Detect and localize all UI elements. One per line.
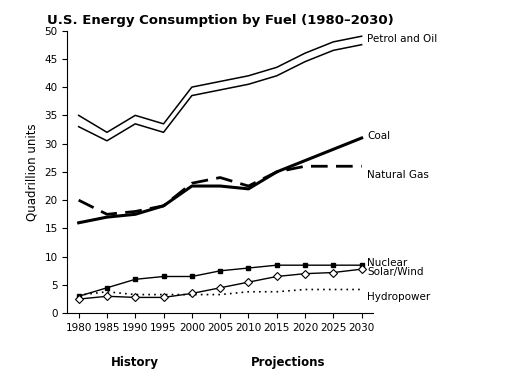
Text: Petrol and Oil: Petrol and Oil xyxy=(367,34,438,44)
Text: Projections: Projections xyxy=(251,356,325,369)
Y-axis label: Quadrillion units: Quadrillion units xyxy=(26,123,39,221)
Text: History: History xyxy=(111,356,159,369)
Text: Hydropower: Hydropower xyxy=(367,292,430,302)
Text: Natural Gas: Natural Gas xyxy=(367,170,429,180)
Text: Nuclear: Nuclear xyxy=(367,258,408,268)
Text: Coal: Coal xyxy=(367,131,391,141)
Title: U.S. Energy Consumption by Fuel (1980–2030): U.S. Energy Consumption by Fuel (1980–20… xyxy=(47,14,394,27)
Text: Solar/Wind: Solar/Wind xyxy=(367,267,424,277)
